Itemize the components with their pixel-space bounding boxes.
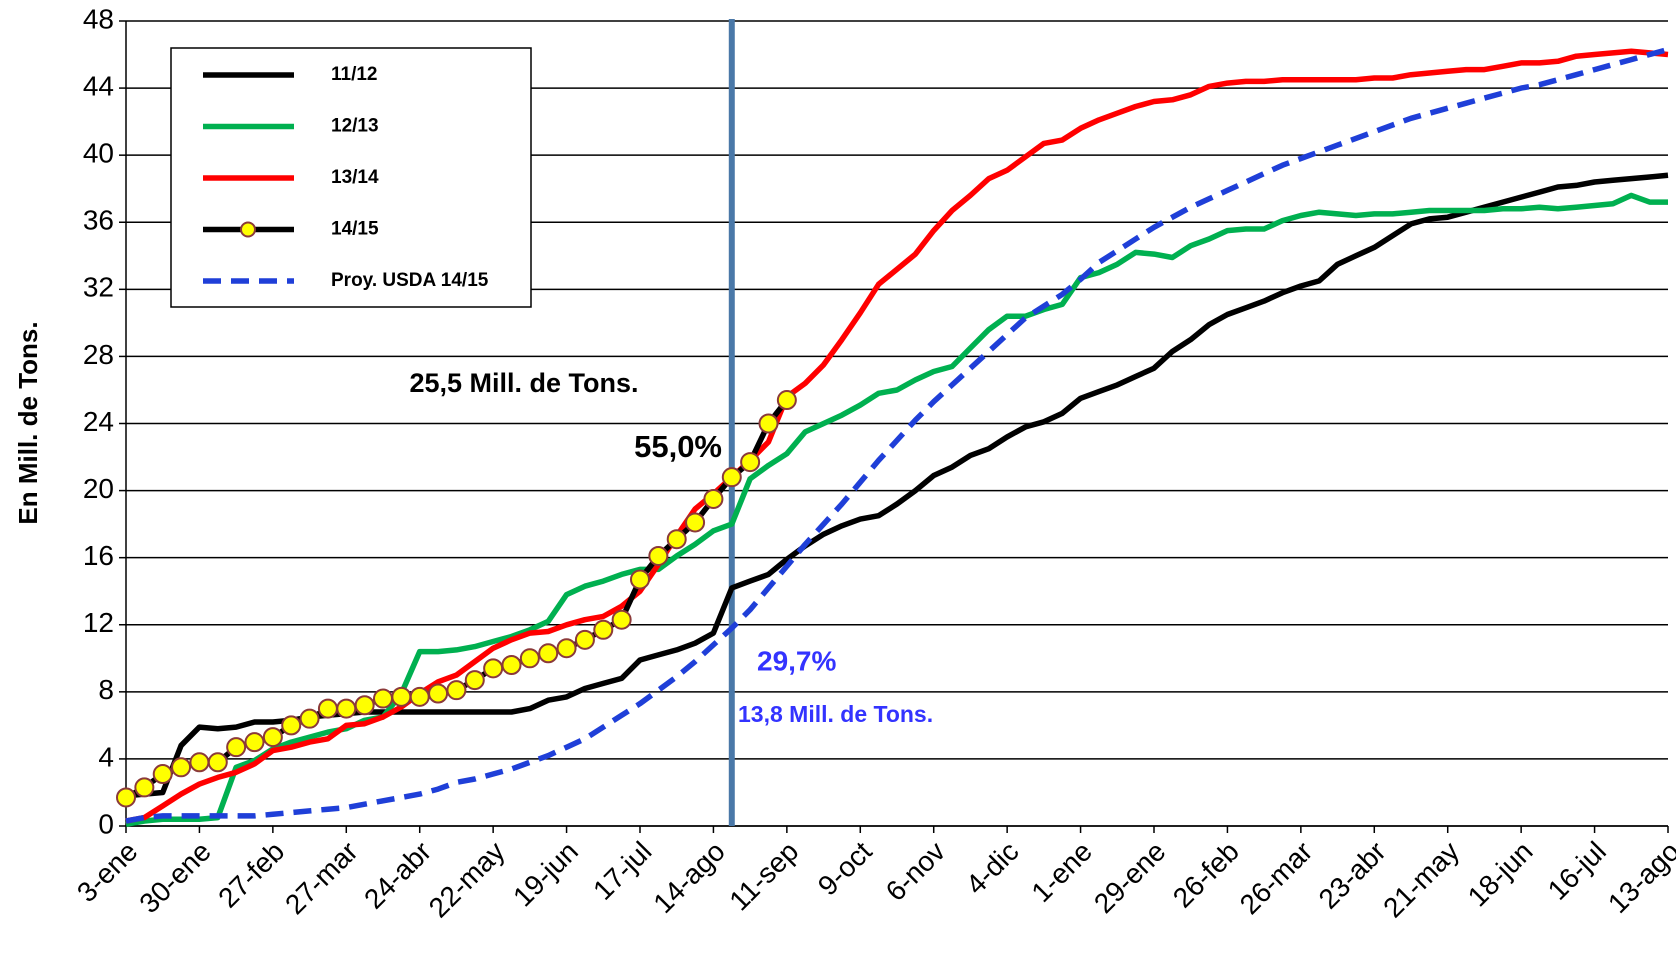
data-point <box>226 737 247 758</box>
legend-marker <box>240 221 256 238</box>
data-point <box>354 695 375 716</box>
data-point <box>574 629 595 650</box>
x-tick-label: 9-oct <box>812 835 878 901</box>
x-tick-label: 27-mar <box>279 836 364 921</box>
data-point <box>519 648 540 669</box>
data-point <box>593 619 614 640</box>
data-point <box>428 683 449 704</box>
y-tick-label: 24 <box>83 406 114 437</box>
x-tick-label: 14-ago <box>647 836 731 920</box>
data-point <box>703 488 724 509</box>
x-tick-label: 21-may <box>1377 836 1465 924</box>
x-tick-label: 26-feb <box>1167 836 1245 914</box>
legend-label: 14/15 <box>331 219 379 240</box>
x-tick-label: 11-sep <box>723 836 804 917</box>
x-tick-label: 29-ene <box>1088 836 1172 920</box>
x-tick-label: 16-jul <box>1542 836 1612 906</box>
data-point <box>244 732 265 753</box>
y-tick-label: 36 <box>83 205 114 236</box>
data-point <box>685 512 706 533</box>
x-tick-label: 6-nov <box>880 836 951 907</box>
y-tick-label: 12 <box>83 607 114 638</box>
x-tick-label: 26-mar <box>1234 836 1319 921</box>
data-point <box>666 529 687 550</box>
x-tick-label: 17-jul <box>587 836 657 906</box>
data-point <box>207 752 228 773</box>
data-point <box>134 777 155 798</box>
x-tick-label: 19-jun <box>507 836 584 913</box>
data-point <box>776 390 797 411</box>
legend-label: 11/12 <box>331 64 378 85</box>
data-point <box>317 698 338 719</box>
y-tick-label: 20 <box>83 473 114 504</box>
data-point <box>483 658 504 679</box>
annotation: 55,0% <box>634 429 722 464</box>
data-point <box>152 764 173 785</box>
data-point <box>556 638 577 659</box>
x-tick-label: 13-ago <box>1602 836 1676 920</box>
data-point <box>373 688 393 709</box>
y-axis-label: En Mill. de Tons. <box>13 321 43 524</box>
y-tick-label: 32 <box>83 272 114 303</box>
y-tick-label: 8 <box>98 674 114 705</box>
data-point <box>721 467 742 488</box>
x-tick-label: 4-dic <box>960 836 1025 901</box>
data-point <box>336 698 357 719</box>
annotation: 13,8 Mill. de Tons. <box>738 701 933 727</box>
y-tick-label: 44 <box>83 70 114 101</box>
data-point <box>299 708 320 729</box>
data-point <box>409 686 430 707</box>
data-point <box>262 727 283 748</box>
data-point <box>446 680 467 701</box>
x-tick-label: 18-jun <box>1462 836 1539 913</box>
x-tick-label: 27-feb <box>212 836 290 914</box>
data-point <box>171 757 192 778</box>
data-point <box>740 452 761 473</box>
y-tick-label: 4 <box>98 741 114 772</box>
data-point <box>464 670 485 691</box>
y-tick-label: 0 <box>98 808 114 839</box>
data-point <box>116 787 136 808</box>
data-point <box>281 715 302 736</box>
data-point <box>611 609 632 630</box>
series-line <box>125 46 1669 824</box>
data-point <box>189 752 210 773</box>
legend-label: 12/13 <box>331 116 379 137</box>
y-tick-label: 16 <box>83 540 114 571</box>
data-point <box>648 545 669 566</box>
legend-label: 13/14 <box>331 167 379 188</box>
annotation: 29,7% <box>757 645 836 676</box>
y-tick-label: 28 <box>83 339 114 370</box>
series-line <box>125 172 1669 799</box>
x-tick-label: 22-may <box>423 836 511 924</box>
data-point <box>538 643 559 664</box>
x-tick-label: 30-ene <box>133 836 217 920</box>
y-tick-label: 48 <box>83 3 114 34</box>
y-tick-label: 40 <box>83 138 114 169</box>
data-point <box>501 655 522 675</box>
data-point <box>758 413 779 434</box>
series-line <box>125 48 1669 824</box>
data-point <box>391 686 412 707</box>
legend-label: Proy. USDA 14/15 <box>331 270 489 291</box>
annotation: 25,5 Mill. de Tons. <box>409 368 638 398</box>
data-point <box>630 569 650 590</box>
